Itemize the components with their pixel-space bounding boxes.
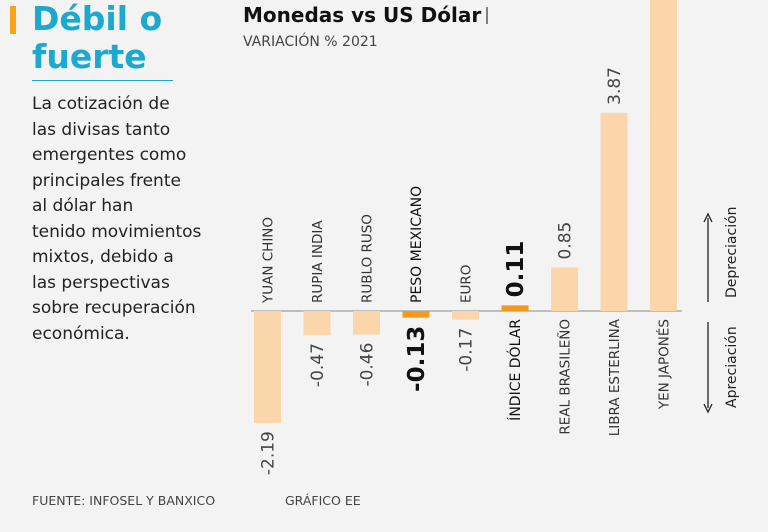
bar	[402, 311, 430, 318]
body-line: al dólar han	[32, 196, 134, 216]
source-note: FUENTE: INFOSEL Y BANXICO	[32, 493, 216, 508]
headline-rule	[32, 80, 173, 81]
bar	[353, 311, 380, 335]
body-line: La cotización de	[32, 94, 170, 114]
value-label: 0.11	[503, 241, 529, 298]
appreciation-arrow-head	[703, 403, 713, 414]
body-line: tenido movimientos	[32, 221, 202, 242]
bar	[254, 311, 281, 424]
category-label: REAL BRASILEÑO	[557, 319, 574, 435]
body-line: sobre recuperación	[32, 298, 196, 318]
value-label: 3.87	[605, 67, 625, 105]
credit-note: GRÁFICO EE	[285, 493, 361, 508]
headline-line-1: Débil o	[32, 0, 163, 38]
body-text: La cotización de las divisas tanto emerg…	[32, 92, 207, 347]
accent-bar	[10, 6, 16, 34]
body-line: las divisas tanto	[32, 119, 171, 140]
depreciation-arrow-head	[703, 212, 713, 223]
value-label: 0.85	[556, 222, 576, 260]
category-label: EURO	[459, 265, 475, 303]
headline-line-2: fuerte	[32, 37, 147, 76]
category-label: YEN JAPONÉS	[656, 319, 673, 410]
bar	[303, 311, 331, 336]
category-label: RUBLO RUSO	[360, 214, 376, 303]
body-line: mixtos, debido a	[32, 247, 174, 267]
category-label: ÍNDICE DÓLAR	[506, 319, 524, 421]
value-label: -0.17	[457, 328, 477, 372]
category-label: LIBRA ESTERLINA	[607, 318, 623, 436]
category-label: PESO MEXICANO	[409, 186, 425, 303]
bar	[452, 311, 479, 320]
bar	[650, 0, 677, 311]
body-line: principales frente	[32, 170, 181, 191]
bar	[501, 305, 529, 311]
depreciation-label: Depreciación	[724, 206, 740, 298]
appreciation-label: Apreciación	[724, 326, 740, 408]
category-label: RUPIA INDIA	[310, 220, 326, 303]
headline: Débil o fuerte	[32, 0, 202, 76]
body-line: emergentes como	[32, 145, 187, 165]
bar	[600, 112, 628, 311]
chart-subtitle: VARIACIÓN % 2021	[243, 34, 378, 50]
body-line: las perspectivas	[32, 272, 170, 293]
body-line: económica.	[32, 323, 130, 344]
value-label: -2.19	[259, 431, 279, 475]
chart-title: Monedas vs US Dólar	[243, 3, 482, 27]
value-label: -0.47	[308, 343, 328, 387]
value-label: -0.46	[358, 343, 378, 387]
category-label: YUAN CHINO	[261, 217, 277, 304]
value-label: -0.13	[404, 326, 430, 392]
bar	[551, 267, 578, 311]
